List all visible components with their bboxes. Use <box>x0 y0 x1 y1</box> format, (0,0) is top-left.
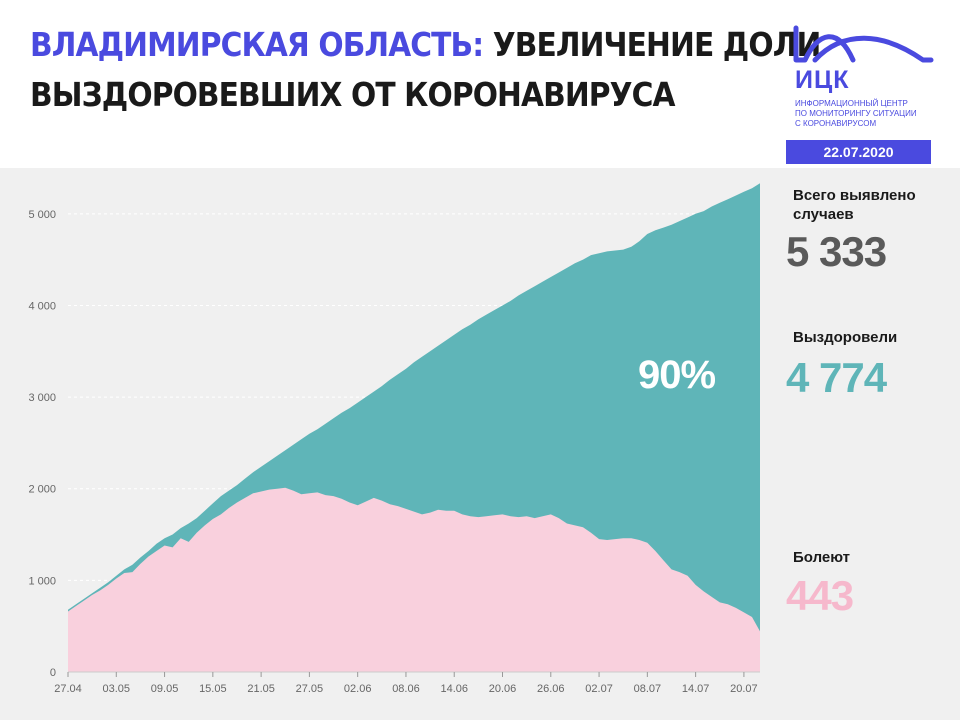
y-tick-label: 1 000 <box>28 575 56 587</box>
sick-label: Болеют <box>793 549 851 566</box>
total-value: 5 333 <box>786 228 887 275</box>
chart-panel: 0 1 000 2 000 3 000 4 000 5 000 27.04 03.05 09.0… <box>0 168 960 720</box>
y-tick-label: 4 000 <box>28 300 56 312</box>
x-tick-label: 15.05 <box>199 683 227 695</box>
series-area-sick <box>68 487 760 672</box>
total-label: Всего выявлено случаев <box>793 187 916 223</box>
x-tick-label: 14.06 <box>440 683 468 695</box>
x-tick-label: 21.05 <box>247 683 275 695</box>
title-line-1: Владимирская область: увеличение доли <box>30 20 821 70</box>
x-tick-label: 27.05 <box>296 683 324 695</box>
x-tick-label: 08.07 <box>634 683 662 695</box>
area-chart: 0 1 000 2 000 3 000 4 000 5 000 27.04 03.05 09.0… <box>28 183 760 695</box>
x-tick-label: 02.06 <box>344 683 372 695</box>
x-tick-label: 27.04 <box>54 683 82 695</box>
logo-subtitle-line: с коронавирусом <box>795 119 877 128</box>
x-tick-label: 02.07 <box>585 683 613 695</box>
y-tick-label: 3 000 <box>28 392 56 404</box>
y-tick-label: 5 000 <box>28 209 56 221</box>
logo-subtitle-line: по мониторингу ситуации <box>795 109 917 118</box>
x-tick-label: 26.06 <box>537 683 565 695</box>
recovered-value: 4 774 <box>786 354 887 401</box>
page-title: Владимирская область: увеличение доли вы… <box>30 20 821 120</box>
logo-subtitle-line: Информационный центр <box>795 99 908 108</box>
y-tick-label: 2 000 <box>28 484 56 496</box>
title-rest: увеличение доли <box>492 25 822 64</box>
x-tick-label: 20.07 <box>730 683 758 695</box>
header: Владимирская область: увеличение доли вы… <box>0 0 960 168</box>
sick-value: 443 <box>786 572 854 619</box>
logo-subtitle: Информационный центр по мониторингу ситу… <box>795 99 955 129</box>
x-tick-label: 20.06 <box>489 683 517 695</box>
date-badge: 22.07.2020 <box>786 140 931 164</box>
title-region: Владимирская область: <box>30 25 484 64</box>
logo-icon <box>793 25 934 63</box>
x-tick-label: 14.07 <box>682 683 710 695</box>
x-tick-label: 03.05 <box>103 683 131 695</box>
y-tick-label: 0 <box>50 667 56 679</box>
title-line-2: выздоровевших от коронавируса <box>30 75 676 114</box>
recovered-share: 90% <box>638 353 716 397</box>
x-tick-label: 09.05 <box>151 683 179 695</box>
recovered-label: Выздоровели <box>793 329 898 346</box>
logo-text: ИЦК <box>795 66 850 94</box>
x-tick-label: 08.06 <box>392 683 420 695</box>
